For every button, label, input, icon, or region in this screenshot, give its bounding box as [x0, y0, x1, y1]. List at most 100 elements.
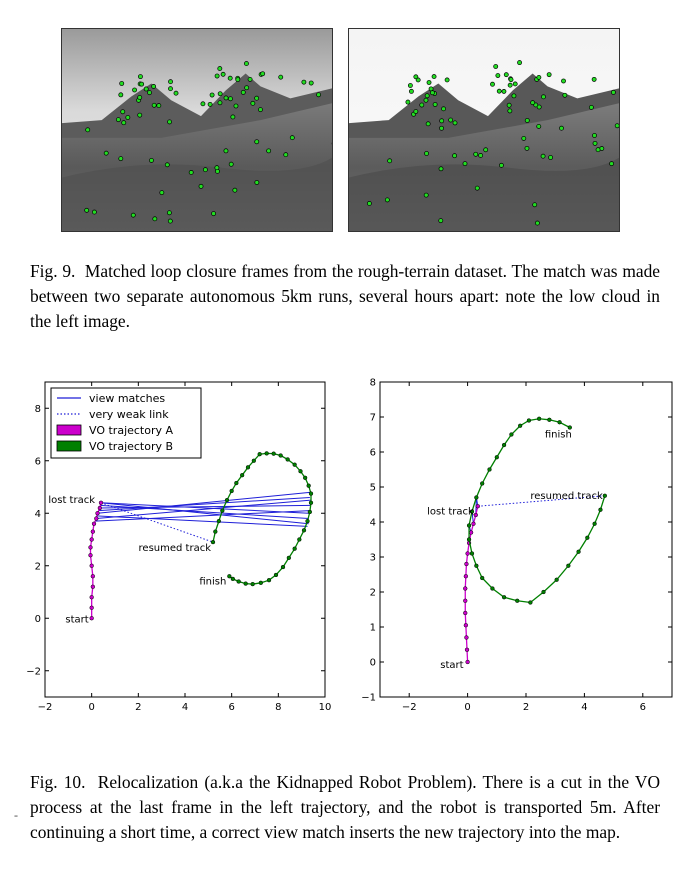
- feature-point: [448, 117, 454, 123]
- feature-point: [506, 102, 512, 108]
- feature-point: [211, 211, 217, 217]
- trajectory-b-point: [303, 475, 308, 480]
- x-tick-label: 0: [88, 702, 94, 713]
- feature-point: [592, 140, 598, 146]
- feature-point: [220, 71, 226, 77]
- feature-point: [247, 76, 253, 82]
- feature-point: [258, 107, 263, 113]
- feature-point: [425, 121, 431, 127]
- trajectory-a-point: [463, 574, 468, 579]
- feature-point: [217, 66, 223, 71]
- feature-point: [308, 80, 314, 86]
- trajectory-b-point: [567, 425, 572, 430]
- y-tick-label: 7: [370, 413, 376, 424]
- trajectory-b-point: [509, 432, 514, 437]
- trajectory-a-point: [464, 561, 469, 567]
- feature-point: [462, 161, 468, 167]
- trajectory-a-point: [89, 605, 94, 610]
- feature-point: [137, 95, 143, 100]
- feature-point: [546, 72, 552, 78]
- x-tick-label: −2: [38, 702, 53, 713]
- x-tick-label: 4: [581, 702, 587, 713]
- trajectory-b-point: [466, 523, 472, 528]
- trajectory-a-point: [471, 521, 476, 526]
- view-match-line: [100, 502, 309, 525]
- trajectory-a-point: [89, 537, 94, 542]
- feature-point: [424, 151, 429, 156]
- feature-point: [408, 88, 414, 94]
- trajectory-a-point: [90, 584, 95, 589]
- trajectory-b-point: [285, 457, 290, 462]
- feature-point: [521, 135, 527, 141]
- feature-point: [387, 158, 393, 164]
- x-tick-label: −2: [402, 702, 417, 713]
- trajectory-b-point: [526, 418, 532, 423]
- trajectory-a-point: [473, 512, 478, 518]
- terrain-photo-right: [349, 29, 619, 231]
- feature-point: [168, 79, 173, 85]
- trajectory-b-point: [566, 563, 571, 568]
- feature-point: [244, 61, 249, 67]
- trajectory-b-point: [576, 549, 581, 554]
- trajectory-b-point: [264, 451, 269, 456]
- trajectory-b-point: [245, 465, 251, 470]
- figure-10-caption: Fig. 10. Relocalization (a.k.a the Kidna…: [30, 770, 660, 845]
- loop-closure-image-left: [61, 28, 333, 232]
- feature-point: [125, 115, 131, 120]
- trajectory-a-point: [475, 504, 480, 509]
- feature-point: [143, 86, 149, 92]
- feature-point: [483, 147, 489, 153]
- figure-9-label: Fig. 9.: [30, 261, 76, 281]
- feature-point: [591, 76, 597, 82]
- feature-point: [495, 73, 501, 78]
- feature-point: [614, 123, 619, 129]
- annotation-label: finish: [545, 430, 572, 441]
- trajectory-b-point: [474, 563, 479, 568]
- feature-point: [151, 102, 157, 108]
- view-match-line: [95, 510, 310, 522]
- y-tick-label: 4: [35, 509, 41, 520]
- trajectory-b-point: [501, 595, 507, 600]
- feature-point: [260, 71, 266, 77]
- feature-point: [147, 90, 152, 96]
- feature-point: [429, 90, 435, 96]
- feature-point: [512, 81, 518, 87]
- feature-point: [561, 78, 566, 84]
- y-tick-label: 0: [35, 614, 41, 625]
- feature-point: [559, 125, 564, 131]
- view-match-line: [97, 491, 312, 514]
- feature-point: [415, 77, 421, 83]
- trajectory-a-point: [89, 616, 94, 621]
- feature-point: [424, 93, 430, 99]
- trajectory-b-point: [229, 488, 234, 494]
- trajectory-b-point: [536, 416, 542, 421]
- trajectory-b-point: [213, 529, 218, 534]
- trajectory-b-point: [494, 455, 499, 460]
- x-tick-label: 2: [523, 702, 529, 713]
- view-match-line: [100, 502, 309, 514]
- feature-point: [167, 119, 172, 125]
- feature-point: [188, 170, 194, 175]
- feature-point: [254, 139, 260, 145]
- x-tick-label: 0: [464, 702, 470, 713]
- annotation-label: lost track: [427, 506, 474, 517]
- relocalization-plot-left: −2 0 2 4 6 8 10 −2 0 2 4 6 8 start lost track resumed t…: [10, 370, 350, 720]
- trajectory-b-point: [236, 579, 241, 584]
- relocalization-chart-left: −2 0 2 4 6 8 10 −2 0 2 4 6 8 start lost track resumed t…: [26, 381, 331, 713]
- trajectory-b-point: [541, 589, 546, 595]
- feature-point: [536, 74, 542, 80]
- feature-point: [536, 104, 542, 110]
- feature-point: [119, 81, 125, 86]
- feature-point: [139, 81, 145, 87]
- figure-9-text: Matched loop closure frames from the rou…: [30, 261, 660, 331]
- feature-point: [159, 190, 165, 196]
- trajectory-b-point: [585, 535, 590, 540]
- trajectory-b-point: [307, 509, 312, 515]
- annotation-label: resumed track: [530, 491, 603, 502]
- trajectory-b-point: [528, 600, 533, 605]
- feature-point: [496, 88, 502, 94]
- y-tick-label: 0: [370, 658, 376, 669]
- feature-point: [223, 95, 229, 101]
- feature-point: [85, 127, 91, 133]
- trajectory-b-point: [598, 507, 603, 512]
